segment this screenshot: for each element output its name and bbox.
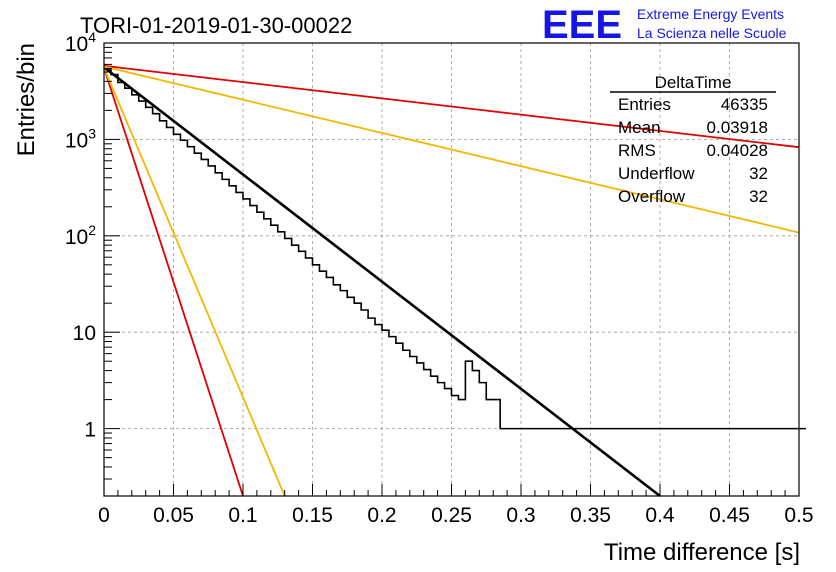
stats-row-value: 0.03918: [707, 118, 768, 137]
histogram: [104, 67, 806, 430]
fit-lines: [103, 64, 800, 498]
x-tick-label: 0.35: [570, 504, 611, 527]
x-tick-label: 0.2: [367, 504, 396, 527]
stats-row-label: Mean: [618, 118, 661, 137]
y-axis-label: Entries/bin: [13, 43, 40, 156]
grid: [104, 43, 799, 496]
x-tick-label: 0: [98, 504, 110, 527]
x-tick-label: 0.4: [645, 504, 675, 527]
y-axis: 1 10 102 103 104: [65, 29, 120, 497]
logo-line-2: La Scienza nelle Scuole: [637, 25, 787, 41]
fit-line: [103, 65, 800, 234]
fit-line: [103, 66, 661, 498]
stats-row-label: Overflow: [618, 187, 686, 206]
y-tick-label: 1: [84, 419, 96, 442]
fit-line: [103, 67, 244, 497]
stats-box: DeltaTime Entries 46335 Mean 0.03918 RMS 0.04…: [610, 73, 776, 206]
y-tick-label: 10: [73, 322, 96, 345]
x-tick-label: 0.5: [784, 504, 813, 527]
x-axis: 0 0.05 0.1 0.15 0.2 0.25 0.3 0.35 0.4 0.45 0.5: [98, 484, 814, 527]
x-axis-label: Time difference [s]: [604, 539, 800, 566]
stats-row-value: 32: [749, 187, 768, 206]
stats-row-label: Underflow: [618, 164, 695, 183]
stats-title: DeltaTime: [655, 73, 732, 92]
y-tick-label: 103: [65, 125, 96, 152]
eee-logo: EEE: [542, 3, 622, 47]
stats-row-value: 0.04028: [707, 141, 768, 160]
x-tick-label: 0.3: [506, 504, 535, 527]
histogram-steps: [104, 67, 806, 430]
logo-line-1: Extreme Energy Events: [637, 6, 784, 22]
fit-line: [103, 64, 800, 149]
x-tick-label: 0.05: [153, 504, 194, 527]
x-tick-label: 0.45: [709, 504, 750, 527]
run-title: TORI-01-2019-01-30-00022: [80, 13, 352, 38]
x-tick-label: 0.25: [431, 504, 472, 527]
stats-row-value: 46335: [721, 95, 768, 114]
stats-row-value: 32: [749, 164, 768, 183]
y-tick-label: 102: [65, 222, 96, 249]
x-tick-label: 0.1: [228, 504, 257, 527]
stats-row-label: Entries: [618, 95, 671, 114]
x-tick-label: 0.15: [292, 504, 333, 527]
stats-row-label: RMS: [618, 141, 656, 160]
fit-line: [103, 67, 286, 497]
y-tick-label: 104: [65, 29, 96, 56]
